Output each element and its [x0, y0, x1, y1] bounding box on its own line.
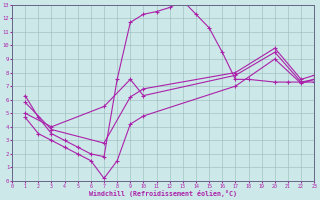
X-axis label: Windchill (Refroidissement éolien,°C): Windchill (Refroidissement éolien,°C) [89, 190, 237, 197]
